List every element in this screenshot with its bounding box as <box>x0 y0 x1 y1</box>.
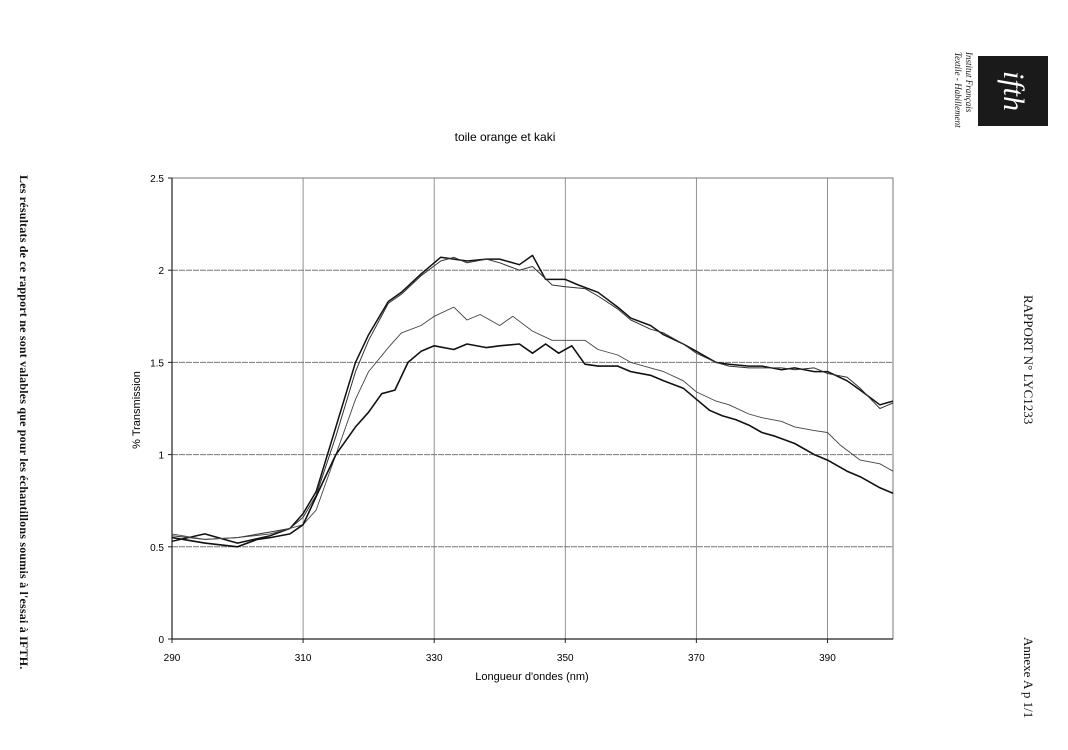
y-axis-label: % Transmission <box>131 371 143 449</box>
validity-note: Les résultats de ce rapport ne sont vala… <box>17 175 31 670</box>
annex-page-label: Annexe A p 1/1 <box>1021 637 1036 719</box>
logo-caption-line1: Institut Français <box>964 52 974 113</box>
report-number: RAPPORT N° LYC1233 <box>1021 295 1036 425</box>
logo-caption-line2: Textile - Habillement <box>953 52 963 128</box>
x-tick-label: 330 <box>426 653 443 664</box>
plot-frame <box>171 177 894 640</box>
x-tick-label: 370 <box>688 653 705 664</box>
logo-caption: Institut Français Textile - Habillement <box>952 52 974 128</box>
x-tick-label: 350 <box>557 653 574 664</box>
y-tick-label: 1 <box>158 451 164 462</box>
series-line-1 <box>171 254 894 544</box>
chart-title: toile orange et kaki <box>455 130 556 144</box>
x-axis-label: Longueur d'ondes (nm) <box>475 671 588 683</box>
y-tick-label: 0.5 <box>150 543 164 554</box>
y-tick-label: 0 <box>158 635 164 646</box>
series-line-4 <box>171 343 894 548</box>
x-tick-label: 310 <box>295 653 312 664</box>
x-tick-label: 290 <box>164 653 181 664</box>
ifth-logo: ifth <box>978 56 1048 126</box>
y-tick-label: 2.5 <box>150 174 164 185</box>
x-tick-label: 390 <box>819 653 836 664</box>
series-line-2 <box>171 256 894 540</box>
y-tick-label: 1.5 <box>150 358 164 369</box>
series-line-3 <box>171 306 894 540</box>
y-tick-label: 2 <box>158 266 164 277</box>
